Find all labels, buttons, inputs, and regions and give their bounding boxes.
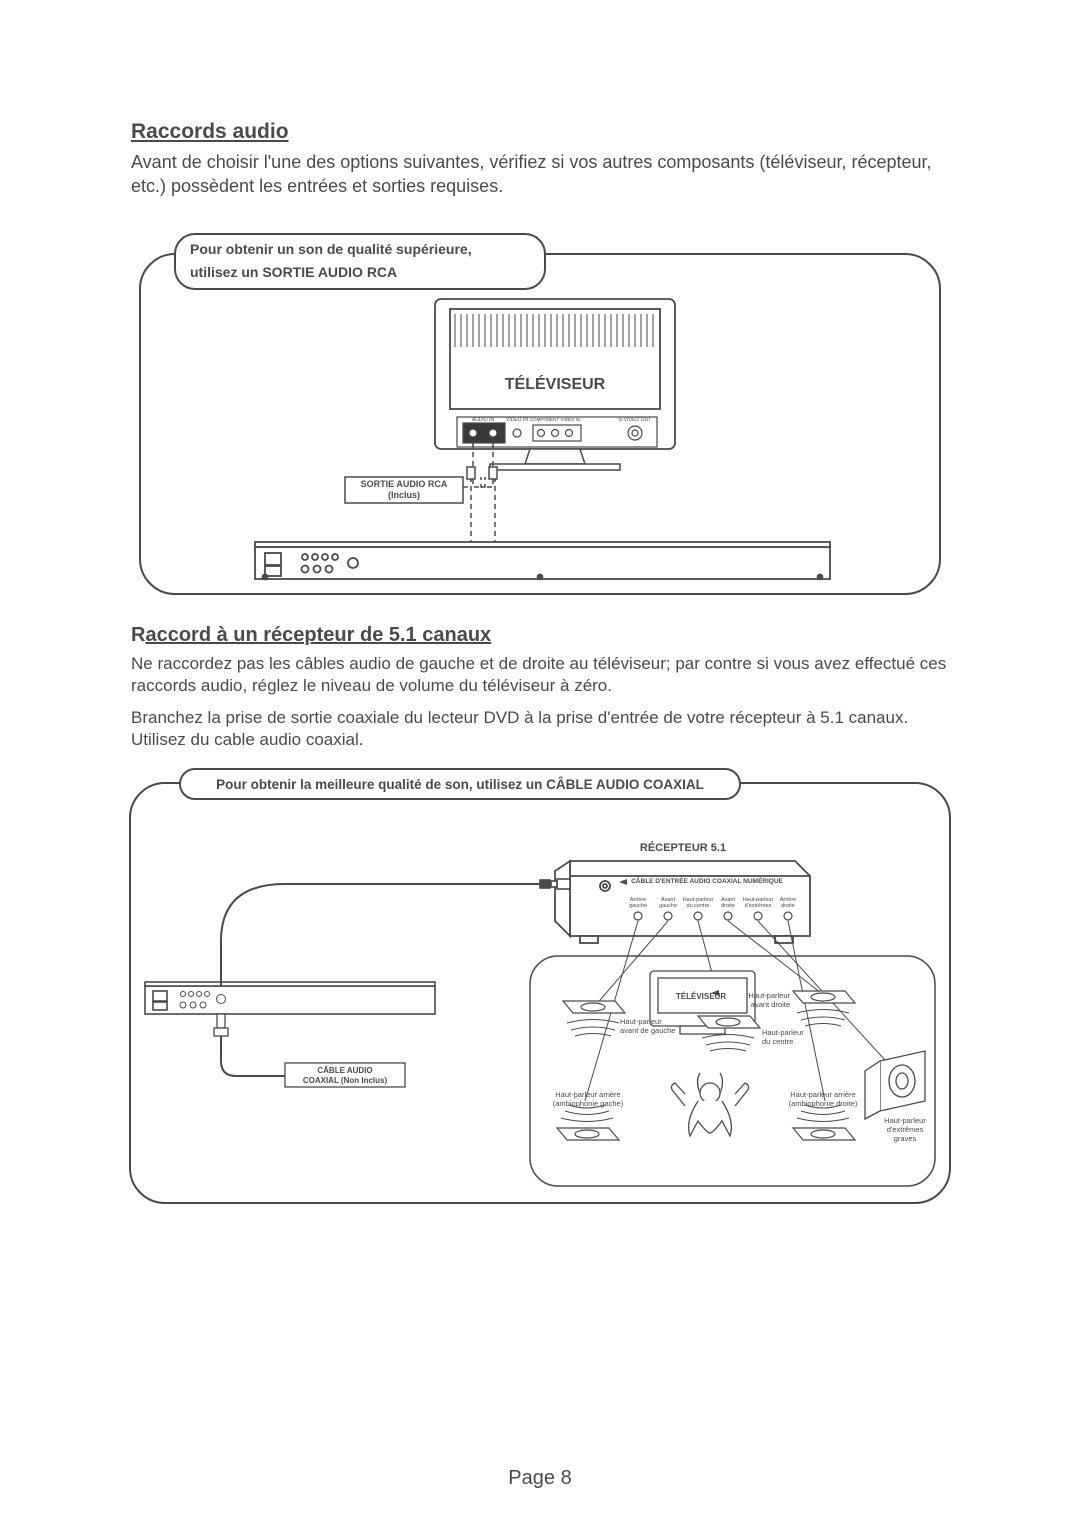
d2-port-0b: gauche — [629, 903, 647, 909]
section2-heading: Raccord à un récepteur de 5.1 canaux — [131, 624, 955, 647]
section2-paragraph2: Branchez la prise de sortie coaxiale du … — [131, 707, 955, 751]
diagram-coaxial-51: Pour obtenir la meilleure qualité de son… — [125, 761, 955, 1211]
d2-sp-fl-2: avant de gauche — [620, 1026, 675, 1035]
section2-paragraph1: Ne raccordez pas les câbles audio de gau… — [131, 653, 955, 697]
d2-sp-sub-2: d'extrêmes — [887, 1125, 924, 1134]
d2-cable-label2: COAXIAL (Non Inclus) — [303, 1076, 388, 1085]
section2-heading-rest: accord à un récepteur de 5.1 canaux — [145, 624, 491, 646]
d2-sp-sub-3: graves — [894, 1134, 917, 1143]
d1-cable-label1: SORTIE AUDIO RCA — [361, 479, 448, 489]
d2-sp-fr-1: Haut-parleur — [748, 991, 790, 1000]
d1-port-video-in: VIDEO IN — [506, 417, 528, 423]
d2-sp-fr-2: avant droite — [751, 1000, 790, 1009]
d2-port-1b: gauche — [659, 903, 677, 909]
d2-port-4b: d'extrêmes — [745, 903, 772, 909]
d1-tv-label: TÉLÉVISEUR — [505, 374, 606, 393]
d2-port-2b: du centre — [687, 903, 710, 909]
d2-sp-rl-2: (ambiophonie gache) — [553, 1099, 624, 1108]
d1-cable-label2: (Inclus) — [388, 490, 420, 500]
d2-callout: Pour obtenir la meilleure qualité de son… — [216, 777, 704, 792]
section1-paragraph: Avant de choisir l'une des options suiva… — [131, 150, 955, 199]
page-number: Page 8 — [0, 1467, 1080, 1490]
d1-port-audio-in: AUDIO IN — [472, 417, 495, 423]
d2-port-5b: droite — [781, 903, 795, 909]
section1-heading: Raccords audio — [131, 120, 955, 144]
d2-sp-fl-1: Haut-parleur — [620, 1017, 662, 1026]
d2-sp-rl-1: Haut-parleur arrière — [555, 1090, 620, 1099]
d1-port-svideo: S-VIDEO OUT — [619, 417, 652, 423]
d2-port-3b: droite — [721, 903, 735, 909]
d2-sp-sub-1: Haut-parleur — [884, 1116, 926, 1125]
d2-sp-c-2: du centre — [762, 1037, 793, 1046]
d2-receiver-input: CÂBLE D'ENTRÉE AUDIO COAXIAL NUMÉRIQUE — [631, 876, 783, 885]
d2-sp-rr-2: (ambiophonie droite) — [789, 1099, 858, 1108]
d1-port-component: COMPONENT VIDEO IN — [530, 417, 580, 422]
d1-callout-line1: Pour obtenir un son de qualité supérieur… — [190, 241, 472, 257]
section2-heading-firstchar: R — [131, 624, 145, 646]
d2-sp-c-1: Haut-parleur — [762, 1028, 804, 1037]
d2-sp-rr-1: Haut-parleur arrière — [790, 1090, 855, 1099]
diagram-rca-audio: Pour obtenir un son de qualité supérieur… — [135, 229, 945, 599]
d2-cable-label1: CÂBLE AUDIO — [317, 1066, 372, 1075]
d1-callout-line2: utilisez un SORTIE AUDIO RCA — [190, 264, 397, 280]
d2-receiver-label: RÉCEPTEUR 5.1 — [640, 841, 726, 854]
